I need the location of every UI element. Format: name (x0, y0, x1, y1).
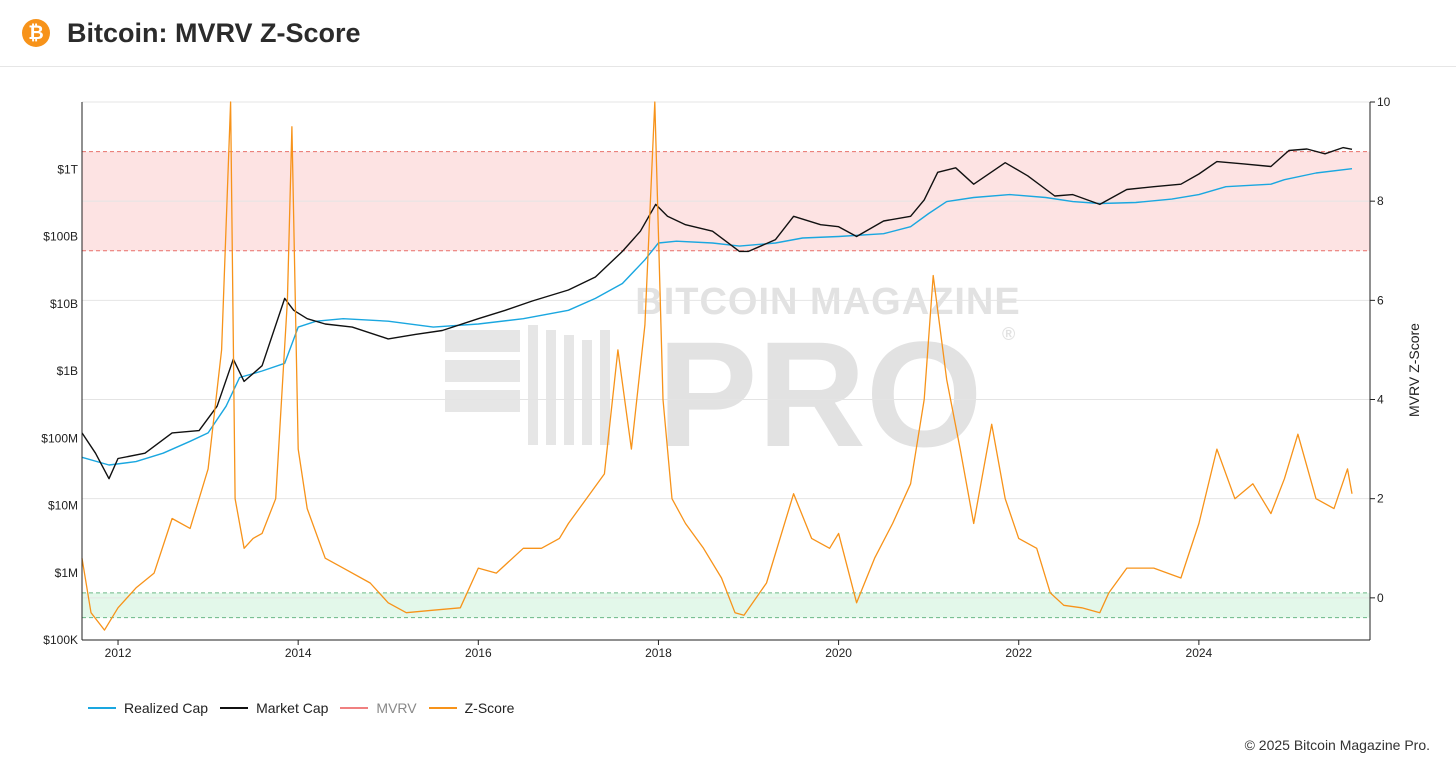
legend-swatch-mvrv (340, 707, 369, 709)
legend-label: Market Cap (256, 700, 329, 716)
copyright: © 2025 Bitcoin Magazine Pro. (1244, 737, 1430, 753)
watermark-line2: PRO (657, 310, 982, 478)
y-left-tick-label: $100M (41, 431, 78, 445)
y-right-tick-label: 6 (1377, 293, 1384, 307)
y-left-tick-label: $1T (57, 162, 78, 176)
x-tick-label: 2018 (645, 646, 672, 660)
y-right-tick-label: 2 (1377, 492, 1384, 506)
legend-item-z-score[interactable]: Z-Score (428, 700, 515, 716)
y-left-tick-label: $100K (43, 633, 78, 647)
legend-item-market-cap[interactable]: Market Cap (220, 700, 328, 716)
series-lines (81, 101, 1353, 631)
watermark: BITCOIN MAGAZINE PRO ® (445, 281, 1020, 478)
y-right-tick-label: 0 (1377, 591, 1384, 605)
undervalued-band (82, 592, 1370, 618)
y-left-tick-label: $100B (43, 230, 78, 244)
legend-label: MVRV (376, 700, 417, 716)
y-right-tick-label: 10 (1377, 95, 1391, 109)
tick-labels: 2012201420162018202020222024$10K$100K$1M… (41, 95, 1391, 660)
x-tick-label: 2022 (1005, 646, 1032, 660)
bitcoin-logo-icon: ₿ (22, 19, 50, 47)
legend: Realized Cap Market Cap MVRV Z-Score (88, 700, 514, 716)
legend-swatch-market-cap (220, 707, 249, 709)
y-axis-right-title: MVRV Z-Score (1406, 323, 1422, 417)
legend-item-realized-cap[interactable]: Realized Cap (88, 700, 208, 716)
page-title: Bitcoin: MVRV Z-Score (67, 17, 361, 48)
series-line-realized-cap (81, 168, 1353, 466)
x-tick-label: 2012 (105, 646, 132, 660)
mvrv-chart[interactable]: BITCOIN MAGAZINE PRO ® 2012 2014 2016 2018 2… (0, 66, 1456, 686)
y-left-tick-label: $1M (55, 566, 78, 580)
y-left-tick-label: $10B (50, 297, 78, 311)
watermark-logo-icon (445, 325, 610, 445)
series-line-market-cap (81, 146, 1353, 480)
legend-label: Z-Score (464, 700, 515, 716)
axes (81, 102, 1371, 641)
legend-swatch-z-score (428, 707, 457, 709)
watermark-registered: ® (1002, 324, 1015, 344)
x-tick-label: 2020 (825, 646, 852, 660)
y-left-tick-label: $1B (57, 364, 78, 378)
x-tick-label: 2024 (1186, 646, 1213, 660)
series-line-z-score (81, 101, 1353, 631)
header: ₿ Bitcoin: MVRV Z-Score (0, 0, 1456, 67)
x-tick-label: 2016 (465, 646, 492, 660)
y-right-tick-label: 8 (1377, 194, 1384, 208)
legend-label: Realized Cap (124, 700, 209, 716)
y-right-tick-label: 4 (1377, 393, 1384, 407)
legend-item-mvrv[interactable]: MVRV (340, 700, 417, 716)
legend-swatch-realized-cap (88, 707, 116, 709)
x-tick-label: 2014 (285, 646, 312, 660)
y-left-tick-label: $10M (48, 499, 78, 513)
watermark-line1: BITCOIN MAGAZINE (635, 281, 1020, 323)
